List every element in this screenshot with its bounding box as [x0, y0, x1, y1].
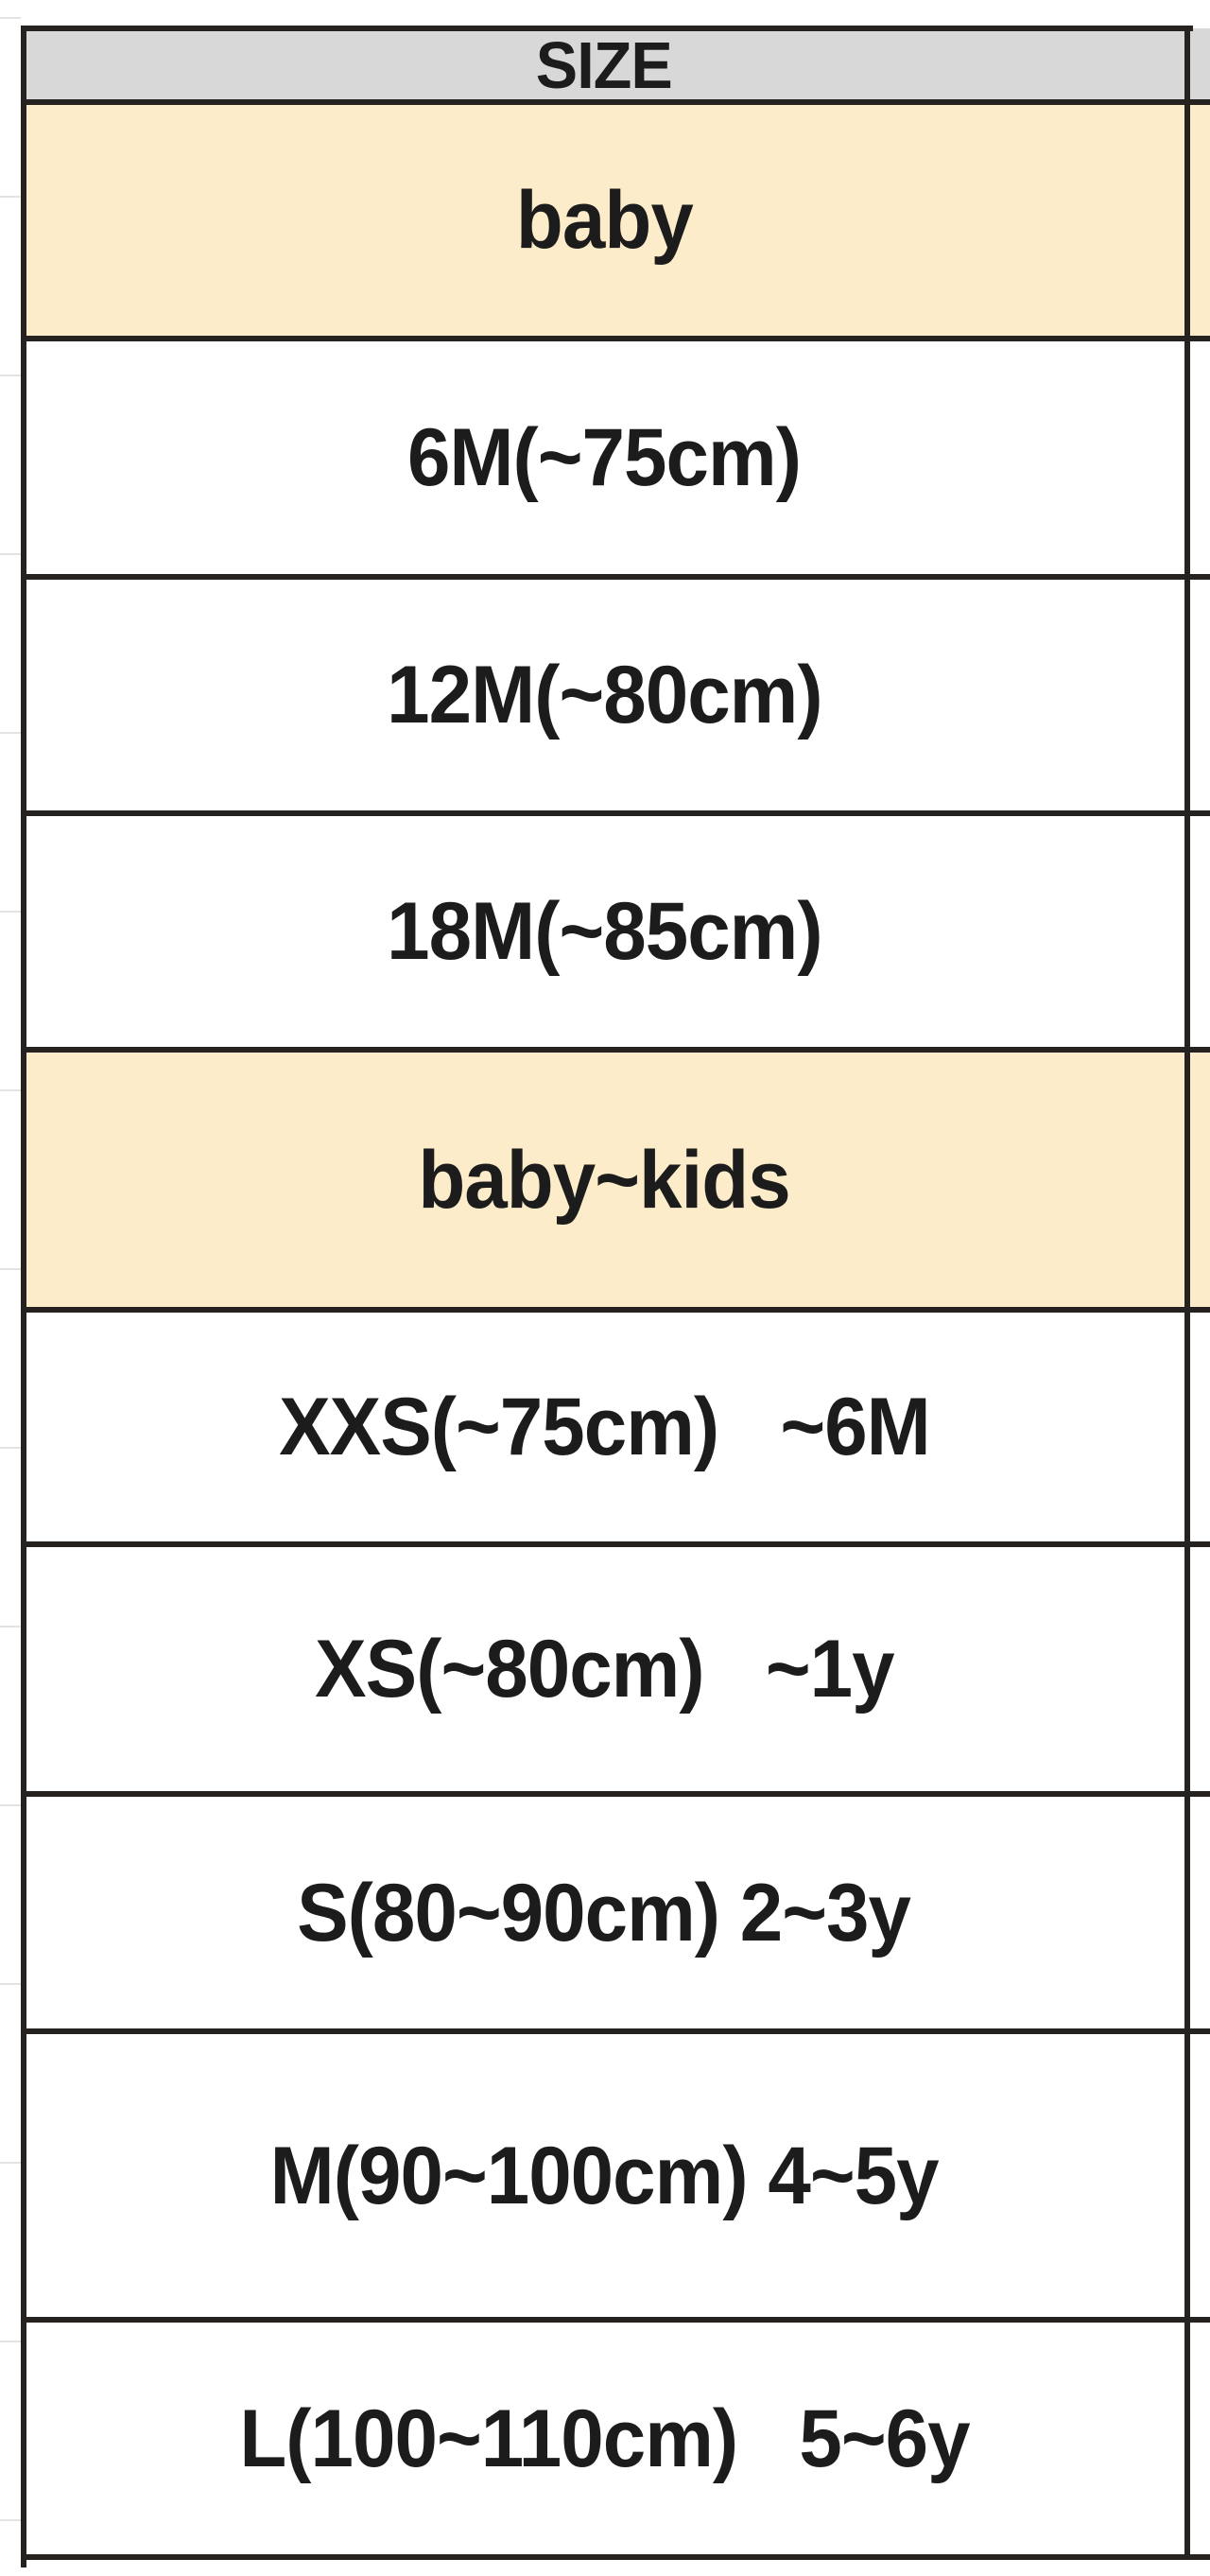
grid-line-top	[21, 26, 1193, 31]
size-cell-18m-label: 18M(~85cm)	[386, 886, 822, 977]
grid-line-bottom	[21, 2554, 1210, 2560]
gridline-stub	[0, 911, 21, 913]
header-cell-size-label: SIZE	[535, 28, 673, 102]
grid-line	[21, 336, 1210, 341]
grid-line	[21, 99, 1210, 105]
gridline-stub	[0, 196, 21, 198]
gridline-stub	[0, 553, 21, 555]
size-cell-xs-label: XS(~80cm) ~1y	[314, 1624, 894, 1714]
grid-line-left	[21, 26, 26, 2567]
gridline-stub	[0, 2519, 21, 2521]
size-cell-m: M(90~100cm) 4~5y	[24, 2031, 1210, 2320]
size-cell-6m-label: 6M(~75cm)	[406, 412, 802, 503]
size-cell-l-label: L(100~110cm) 5~6y	[238, 2393, 970, 2484]
size-cell-l: L(100~110cm) 5~6y	[24, 2320, 1210, 2557]
gridline-stub	[0, 2341, 21, 2342]
gridline-stub	[0, 1447, 21, 1449]
category-cell-baby-kids: baby~kids	[24, 1050, 1210, 1310]
grid-line	[21, 810, 1210, 816]
size-cell-12m: 12M(~80cm)	[24, 577, 1210, 813]
grid-line-column-divider	[1184, 26, 1190, 2560]
gridline-stub	[0, 1626, 21, 1627]
category-cell-baby-label: baby	[515, 175, 694, 266]
gridline-stub	[0, 374, 21, 376]
size-cell-18m: 18M(~85cm)	[24, 813, 1210, 1050]
grid-line	[21, 2317, 1210, 2323]
header-cell-size: SIZE	[24, 28, 1210, 102]
size-cell-xxs: XXS(~75cm) ~6M	[24, 1310, 1210, 1544]
grid-line	[21, 1047, 1210, 1053]
size-cell-xxs-label: XXS(~75cm) ~6M	[278, 1382, 931, 1472]
gridline-stub	[0, 1983, 21, 1985]
category-cell-baby: baby	[24, 102, 1210, 339]
grid-line	[21, 1541, 1210, 1547]
grid-line	[21, 1791, 1210, 1797]
category-cell-baby-kids-label: baby~kids	[418, 1134, 790, 1226]
gridline-stub	[0, 1268, 21, 1270]
size-cell-12m-label: 12M(~80cm)	[386, 650, 822, 740]
grid-line	[21, 574, 1210, 580]
gridline-stub	[0, 2162, 21, 2164]
size-cell-s-label: S(80~90cm) 2~3y	[297, 1867, 912, 1958]
size-cell-6m: 6M(~75cm)	[24, 339, 1210, 577]
size-cell-m-label: M(90~100cm) 4~5y	[269, 2130, 940, 2221]
grid-line	[21, 2028, 1210, 2034]
grid-line	[21, 1307, 1210, 1313]
gridline-stub	[0, 17, 21, 19]
gridline-stub	[0, 1089, 21, 1091]
size-cell-xs: XS(~80cm) ~1y	[24, 1544, 1210, 1794]
gridline-stub	[0, 732, 21, 734]
gridline-stub	[0, 1804, 21, 1806]
size-cell-s: S(80~90cm) 2~3y	[24, 1794, 1210, 2031]
